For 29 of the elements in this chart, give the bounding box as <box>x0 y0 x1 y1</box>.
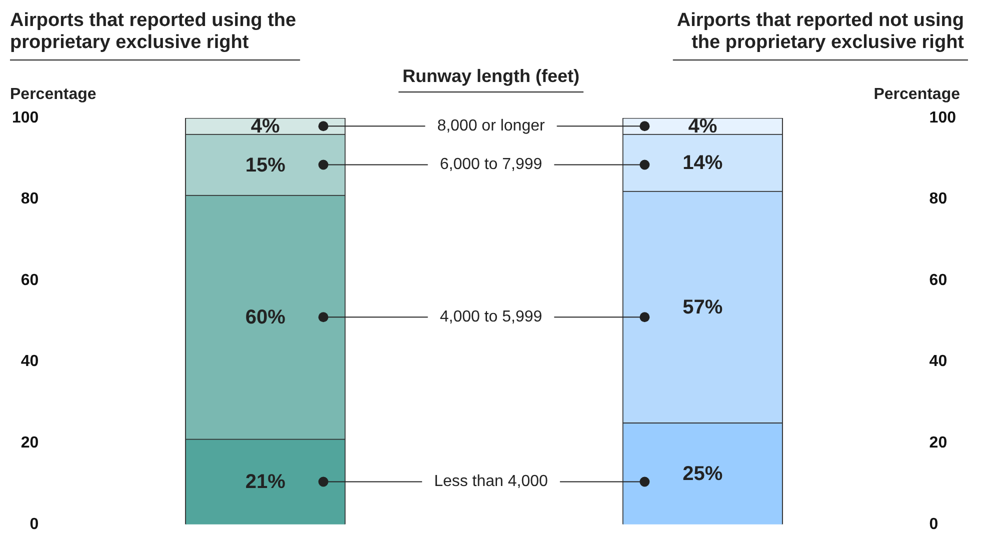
y2-tick-label: 40 <box>929 353 948 370</box>
x-tick-label: Airports that reported not using the proprietary exclusive right <box>676 10 965 53</box>
y2-tick-label: 100 <box>929 109 956 126</box>
y2-tick-label: 80 <box>929 190 948 208</box>
y-tick-label: 40 <box>20 353 39 370</box>
text: 4,000 to 5,999 <box>440 308 542 326</box>
y-tick-label: 0 <box>30 516 39 533</box>
y-axis-title: Percentage <box>10 86 96 103</box>
y-tick-label: 80 <box>20 190 39 208</box>
text: Less than 4,000 <box>434 473 548 490</box>
data-label: 21% <box>245 471 286 494</box>
data-label: 57% <box>682 296 723 318</box>
y-tick-label: 60 <box>20 272 39 289</box>
data-label: 4% <box>688 116 718 138</box>
y2-tick-label: 20 <box>929 434 948 452</box>
y2-tick-label: 0 <box>929 516 938 533</box>
y2-tick-label: 60 <box>929 272 948 289</box>
data-label: 15% <box>245 154 286 176</box>
y-tick-label: 100 <box>12 109 39 126</box>
data-label: 14% <box>682 152 723 174</box>
y2-axis-title: Percentage <box>874 86 960 103</box>
data-label: 25% <box>682 463 723 486</box>
data-label: 4% <box>250 116 280 138</box>
x-tick-label: Airports that reported using the proprietary exclusive right <box>10 10 296 53</box>
y-tick-label: 20 <box>20 434 39 452</box>
data-label: 60% <box>245 306 286 329</box>
text: 6,000 to 7,999 <box>440 156 542 174</box>
text: 8,000 or longer <box>437 118 546 135</box>
legend-title: Runway length (feet) <box>402 66 580 86</box>
